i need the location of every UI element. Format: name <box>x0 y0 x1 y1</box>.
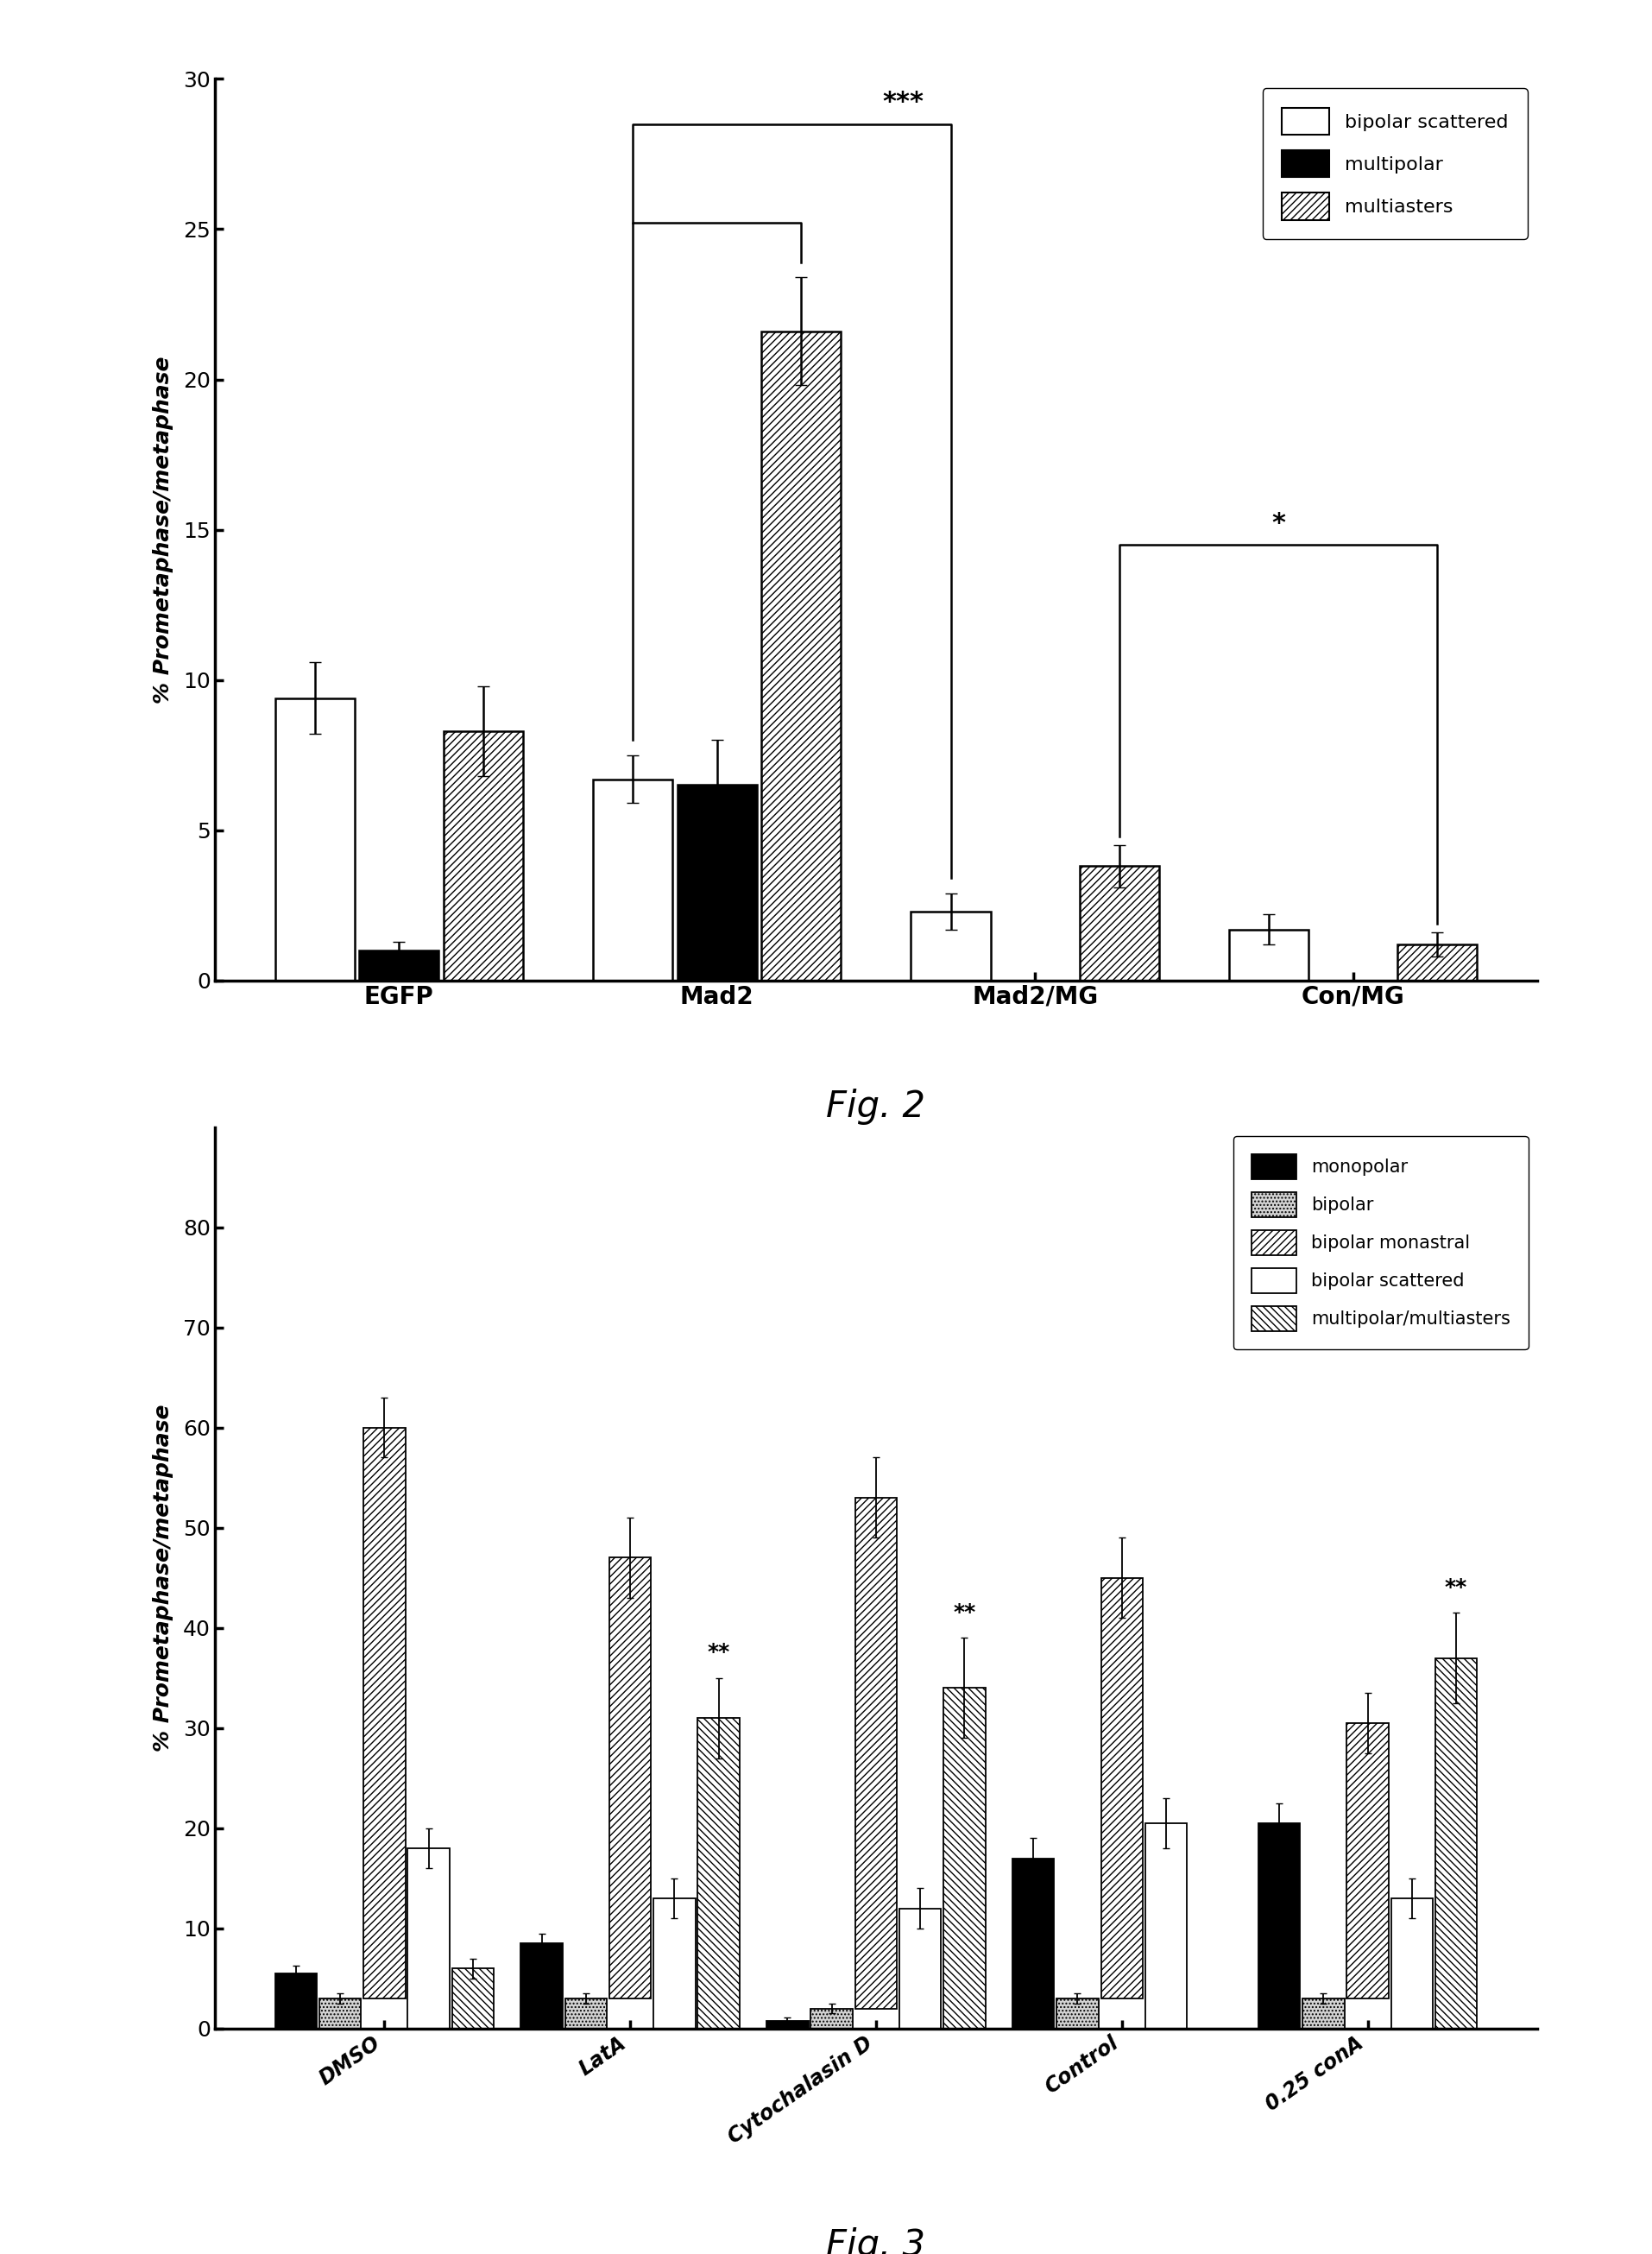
Bar <box>1056 1999 1099 2029</box>
Legend: monopolar, bipolar, bipolar monastral, bipolar scattered, multipolar/multiasters: monopolar, bipolar, bipolar monastral, b… <box>1232 1136 1528 1350</box>
Bar <box>565 1999 606 2029</box>
Bar <box>767 2020 808 2029</box>
Bar <box>1302 1999 1343 2029</box>
Bar <box>943 1688 985 2029</box>
Text: **: ** <box>1444 1578 1467 1598</box>
Text: Fig. 3: Fig. 3 <box>826 2227 925 2254</box>
Text: **: ** <box>707 1643 730 1663</box>
Bar <box>899 1909 940 2029</box>
Text: ***: *** <box>882 90 923 115</box>
Bar <box>363 1427 405 1999</box>
Bar <box>1100 1578 1142 1999</box>
Text: **: ** <box>953 1603 975 1623</box>
Bar <box>520 1943 562 2029</box>
Bar <box>910 911 990 980</box>
Bar <box>854 1497 897 2008</box>
Bar <box>274 1975 317 2029</box>
Bar <box>1145 1823 1186 2029</box>
Bar <box>1229 929 1308 980</box>
Bar <box>1013 1857 1054 2029</box>
Text: Fig. 2: Fig. 2 <box>826 1089 925 1125</box>
Bar <box>319 1999 360 2029</box>
Bar <box>610 1558 651 1999</box>
Bar <box>451 1968 494 2029</box>
Bar <box>1434 1659 1477 2029</box>
Bar <box>593 780 672 980</box>
Bar <box>811 2008 852 2029</box>
Bar <box>653 1898 695 2029</box>
Legend: bipolar scattered, multipolar, multiasters: bipolar scattered, multipolar, multiaste… <box>1262 88 1526 239</box>
Bar <box>1398 944 1477 980</box>
Y-axis label: % Prometaphase/metaphase: % Prometaphase/metaphase <box>152 1404 173 1751</box>
Bar <box>358 951 438 980</box>
Bar <box>677 784 757 980</box>
Bar <box>443 730 522 980</box>
Text: *: * <box>1270 512 1285 536</box>
Bar <box>697 1718 738 2029</box>
Bar <box>1346 1722 1388 1999</box>
Bar <box>1079 866 1158 980</box>
Bar <box>274 699 354 980</box>
Bar <box>762 331 841 980</box>
Bar <box>408 1848 449 2029</box>
Bar <box>1257 1823 1300 2029</box>
Y-axis label: % Prometaphase/metaphase: % Prometaphase/metaphase <box>152 356 173 703</box>
Bar <box>1391 1898 1432 2029</box>
